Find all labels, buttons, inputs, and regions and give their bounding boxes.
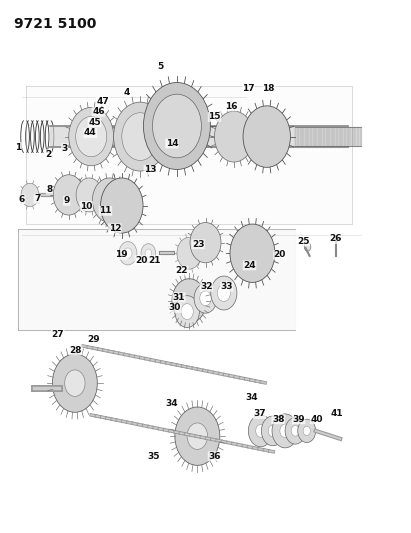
- Circle shape: [261, 416, 284, 446]
- Text: 3: 3: [62, 144, 68, 153]
- Circle shape: [122, 113, 159, 160]
- Text: 19: 19: [115, 251, 128, 260]
- Text: 34: 34: [245, 393, 258, 402]
- Circle shape: [21, 183, 39, 207]
- Circle shape: [172, 279, 206, 323]
- Text: 15: 15: [208, 112, 221, 122]
- Text: 25: 25: [297, 237, 310, 246]
- Text: 18: 18: [263, 84, 275, 93]
- Text: 13: 13: [144, 166, 157, 174]
- Text: 9: 9: [64, 196, 70, 205]
- Circle shape: [211, 276, 237, 310]
- Circle shape: [114, 102, 167, 171]
- Text: 35: 35: [147, 452, 159, 461]
- Circle shape: [303, 426, 310, 435]
- Text: 41: 41: [330, 409, 343, 418]
- Circle shape: [175, 407, 220, 465]
- Text: 20: 20: [135, 256, 147, 265]
- Circle shape: [152, 94, 201, 158]
- Text: 44: 44: [84, 128, 97, 138]
- Circle shape: [230, 224, 275, 282]
- Circle shape: [76, 178, 102, 212]
- Circle shape: [248, 415, 273, 447]
- Circle shape: [141, 244, 156, 263]
- Text: 12: 12: [109, 224, 121, 233]
- Circle shape: [217, 285, 231, 302]
- Circle shape: [200, 291, 211, 306]
- Circle shape: [53, 175, 84, 215]
- Circle shape: [334, 235, 339, 241]
- Text: 16: 16: [224, 102, 237, 111]
- Text: 23: 23: [192, 240, 204, 249]
- Circle shape: [285, 418, 305, 444]
- Text: 37: 37: [253, 409, 266, 418]
- Text: 40: 40: [310, 415, 323, 424]
- Text: 39: 39: [292, 415, 305, 424]
- Text: 33: 33: [220, 282, 233, 291]
- Circle shape: [268, 425, 277, 437]
- Circle shape: [53, 354, 97, 413]
- Text: 26: 26: [329, 235, 342, 244]
- Circle shape: [145, 249, 152, 257]
- Text: 2: 2: [45, 150, 51, 159]
- Circle shape: [243, 106, 291, 167]
- Text: 7: 7: [34, 194, 41, 203]
- Polygon shape: [26, 86, 353, 224]
- Text: 11: 11: [99, 206, 112, 215]
- Text: 4: 4: [124, 88, 130, 97]
- Circle shape: [143, 83, 210, 169]
- Circle shape: [119, 241, 137, 265]
- Circle shape: [76, 116, 107, 157]
- Text: 31: 31: [173, 293, 185, 302]
- Circle shape: [101, 178, 143, 233]
- Circle shape: [304, 243, 311, 251]
- Text: 14: 14: [166, 139, 178, 148]
- Text: 30: 30: [169, 303, 181, 312]
- Circle shape: [291, 425, 299, 436]
- Circle shape: [298, 419, 316, 442]
- Text: 22: 22: [175, 266, 188, 275]
- Circle shape: [215, 111, 254, 162]
- Text: 6: 6: [18, 195, 25, 204]
- Text: 10: 10: [80, 201, 92, 211]
- Text: 32: 32: [200, 282, 212, 291]
- Text: 20: 20: [274, 251, 286, 260]
- Circle shape: [177, 237, 201, 269]
- Circle shape: [194, 284, 217, 313]
- Text: 34: 34: [166, 399, 178, 408]
- Circle shape: [272, 414, 298, 448]
- Circle shape: [187, 423, 208, 449]
- Text: 27: 27: [51, 330, 64, 339]
- Text: 9721 5100: 9721 5100: [14, 17, 96, 31]
- Circle shape: [124, 248, 132, 259]
- Text: 17: 17: [242, 84, 255, 93]
- Text: 47: 47: [96, 96, 109, 106]
- Text: 24: 24: [243, 261, 256, 270]
- Text: 8: 8: [46, 185, 53, 194]
- Circle shape: [280, 424, 290, 438]
- Circle shape: [190, 222, 221, 263]
- Circle shape: [92, 178, 127, 222]
- Circle shape: [181, 304, 193, 319]
- Text: 36: 36: [208, 452, 221, 461]
- Circle shape: [65, 370, 85, 397]
- Circle shape: [256, 424, 266, 437]
- Text: 29: 29: [87, 335, 99, 344]
- Text: 28: 28: [69, 346, 82, 355]
- Text: 45: 45: [88, 118, 101, 127]
- Text: 5: 5: [157, 62, 164, 70]
- Text: 1: 1: [15, 143, 22, 152]
- Circle shape: [175, 296, 199, 327]
- Text: 46: 46: [92, 107, 105, 116]
- Text: 38: 38: [272, 415, 284, 424]
- Text: 21: 21: [148, 256, 161, 265]
- Circle shape: [69, 108, 114, 166]
